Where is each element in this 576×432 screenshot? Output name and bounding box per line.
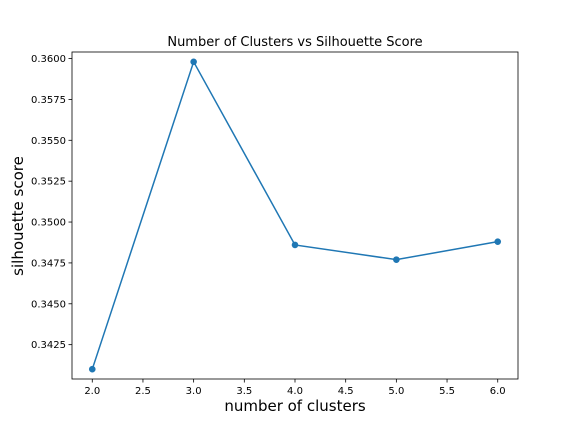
y-tick-label: 0.3500 xyxy=(31,218,66,229)
x-tick-label: 4.5 xyxy=(338,386,354,397)
y-tick-label: 0.3475 xyxy=(31,258,66,269)
data-point xyxy=(88,365,96,373)
y-tick-label: 0.3550 xyxy=(31,136,66,147)
x-tick-label: 2.0 xyxy=(84,386,100,397)
y-tick-label: 0.3525 xyxy=(31,177,66,188)
x-tick-label: 2.5 xyxy=(135,386,151,397)
data-point xyxy=(494,238,502,245)
x-axis-title: number of clusters xyxy=(224,397,366,415)
y-axis-ticks: 0.3425 0.3450 0.3475 0.3500 0.3525 0.3550 0.35… xyxy=(31,54,72,351)
x-tick-label: 4.0 xyxy=(287,386,303,397)
plot-area: 2.0 2.5 3.0 3.5 4.0 4.5 5.0 5.5 6.0 0.3425 0.3450… xyxy=(31,51,519,397)
x-axis-ticks: 2.0 2.5 3.0 3.5 4.0 4.5 5.0 5.5 6.0 xyxy=(84,379,506,397)
y-tick-label: 0.3450 xyxy=(31,299,66,310)
y-axis-title: silhouette score xyxy=(9,156,27,276)
data-point xyxy=(291,241,299,249)
x-tick-label: 3.0 xyxy=(186,386,202,397)
y-tick-label: 0.3600 xyxy=(31,54,66,65)
series-layer xyxy=(88,58,502,373)
chart-title: Number of Clusters vs Silhouette Score xyxy=(167,35,422,50)
y-tick-label: 0.3575 xyxy=(31,95,66,106)
y-tick-label: 0.3425 xyxy=(31,340,66,351)
x-tick-label: 5.0 xyxy=(388,386,404,397)
x-tick-label: 3.5 xyxy=(236,386,252,397)
x-tick-label: 5.5 xyxy=(439,386,455,397)
data-point xyxy=(393,256,400,263)
data-point xyxy=(190,58,197,66)
x-tick-label: 6.0 xyxy=(490,386,506,397)
